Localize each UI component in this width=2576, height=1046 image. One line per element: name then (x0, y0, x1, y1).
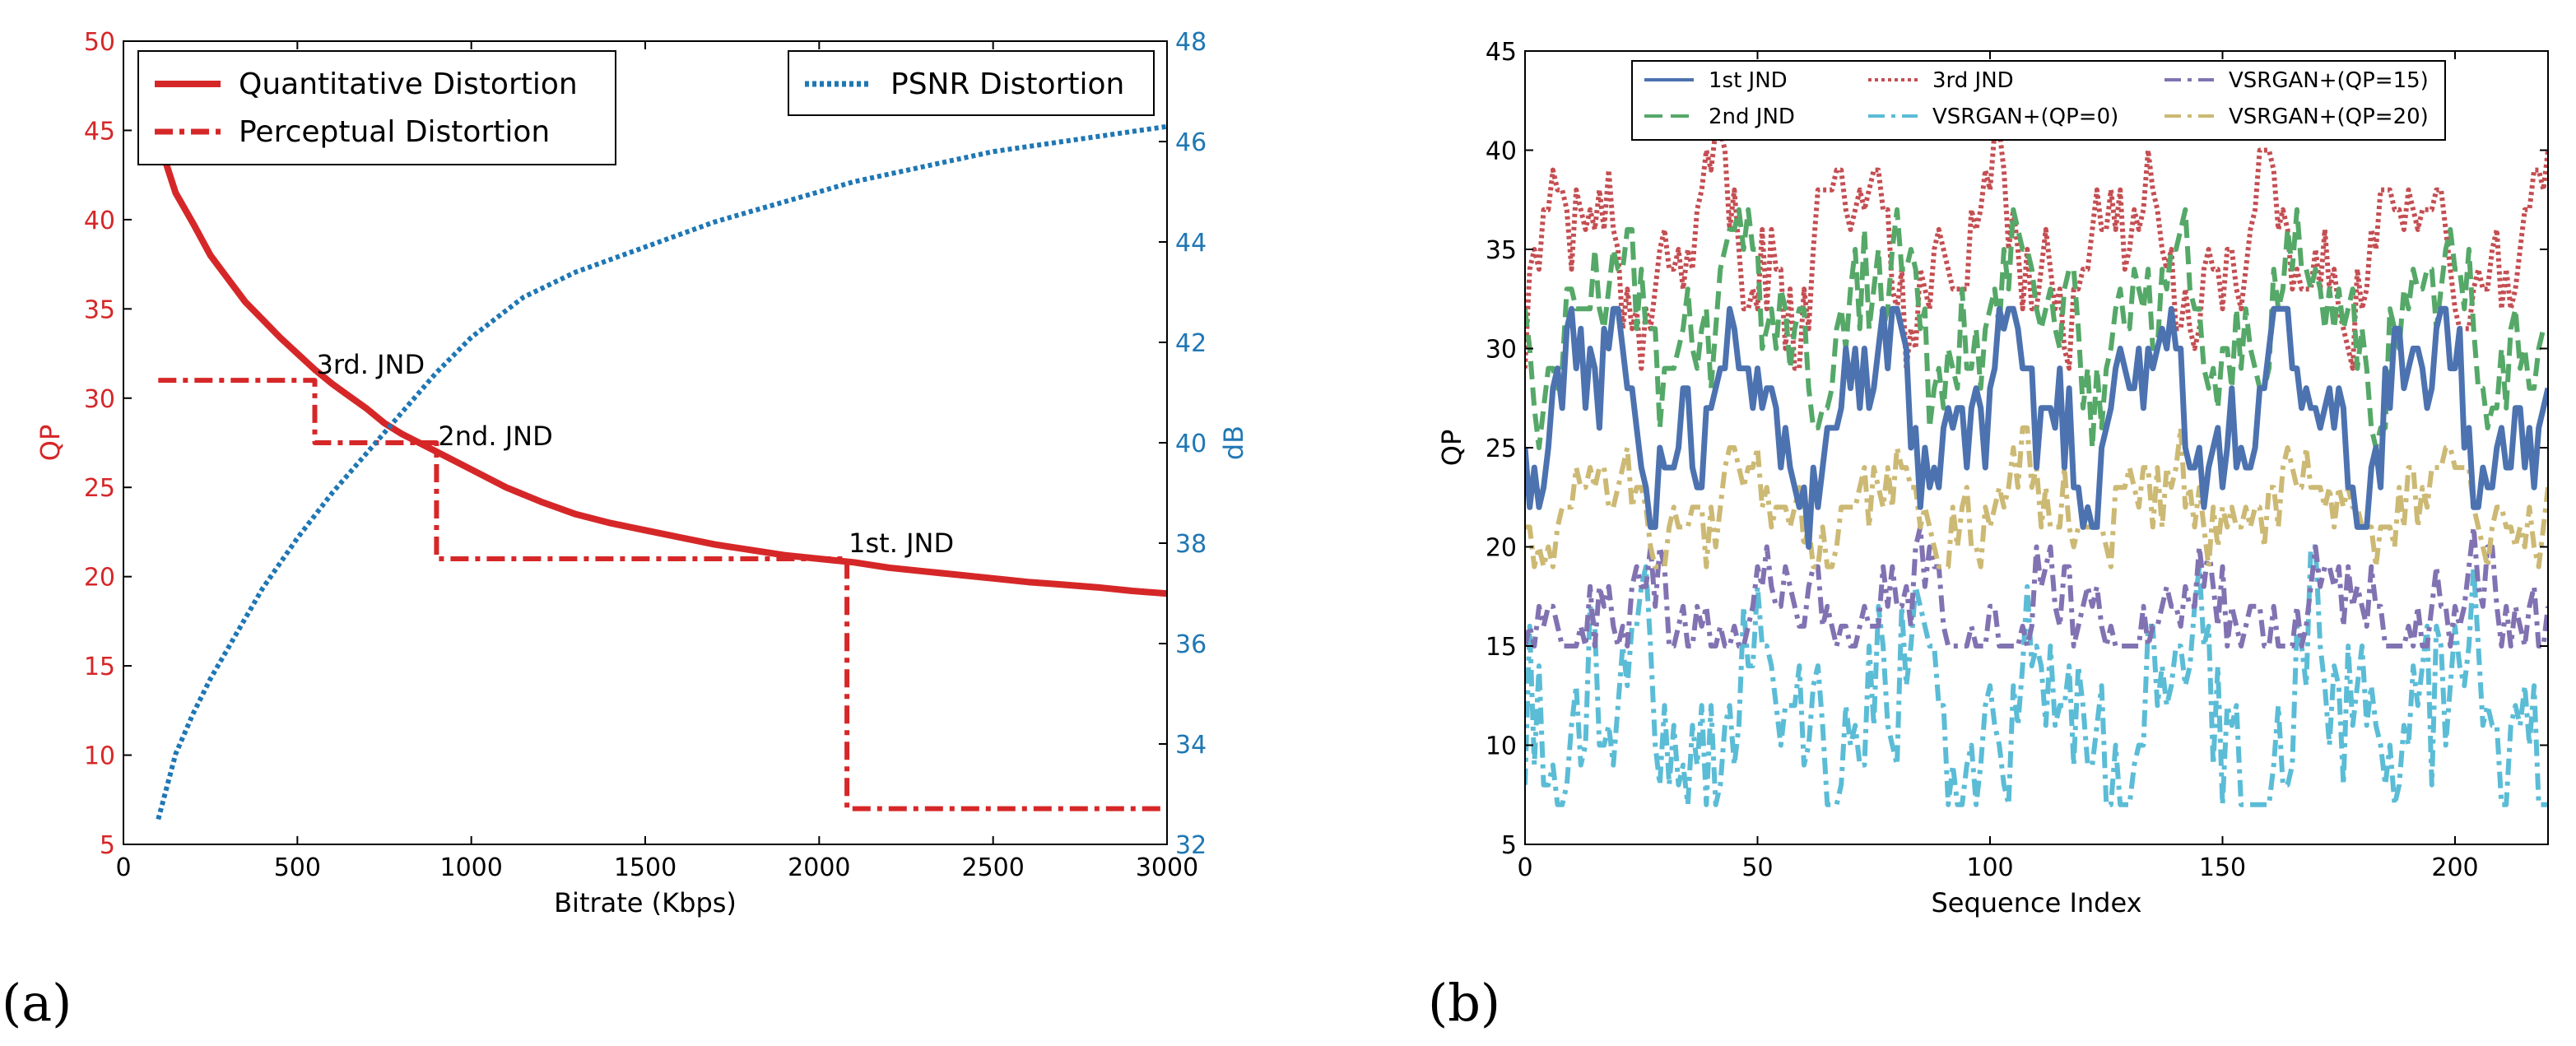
chart-b-ytick-label: 15 (1486, 633, 1517, 662)
chart-a-xtick-label: 1000 (439, 853, 502, 882)
chart-a-ytick-label: 45 (84, 117, 115, 146)
chart-b-xtick-label: 200 (2431, 853, 2478, 882)
chart-a-legend-label: Quantitative Distortion (239, 67, 578, 101)
chart-a-ylabel: QP (35, 425, 66, 461)
chart-b-ytick-label: 30 (1486, 336, 1517, 365)
chart-a-ytick-label: 35 (84, 295, 115, 324)
chart-a-ytick-label: 30 (84, 385, 115, 414)
chart-a: 3rd. JND 2nd. JND 1st. JND 0 500 1000 1500 200… (35, 28, 1249, 918)
chart-b-ytick-label: 40 (1486, 137, 1517, 166)
chart-b-legend: 1st JND 3rd JND VSRGAN+(QP=15) 2nd JND VSRGA… (1631, 60, 2446, 141)
chart-b-ytick-label: 35 (1486, 236, 1517, 265)
chart-a-y2tick-label: 42 (1175, 329, 1207, 358)
chart-b-legend-label: VSRGAN+(QP=0) (1932, 105, 2118, 129)
chart-a-annotation-1: 3rd. JND (316, 349, 425, 380)
chart-b-legend-label: 3rd JND (1932, 68, 2014, 93)
chart-b-legend-label: 1st JND (1709, 68, 1788, 93)
chart-a-xtick-label: 500 (274, 853, 321, 882)
chart-a-annotation-3: 1st. JND (849, 528, 954, 559)
chart-b-ytick-label: 10 (1486, 732, 1517, 761)
panel-label-b: (b) (1428, 973, 1500, 1033)
chart-a-series-3 (156, 123, 1168, 821)
chart-a-series-1 (155, 138, 1168, 597)
chart-a-xlabel: Bitrate (Kbps) (554, 887, 737, 918)
chart-b-xlabel: Sequence Index (1931, 887, 2141, 918)
chart-a-y2tick-label: 46 (1175, 128, 1207, 157)
chart-a-series-2 (158, 378, 1167, 811)
chart-b-legend-label: VSRGAN+(QP=15) (2229, 68, 2429, 93)
chart-a-legend-left: Quantitative Distortion Perceptual Distor… (137, 50, 616, 165)
chart-b-ytick-label: 45 (1486, 38, 1517, 67)
chart-a-y2tick-label: 36 (1175, 630, 1207, 659)
chart-a-y2tick-label: 34 (1175, 731, 1207, 760)
chart-b-xtick-label: 0 (1517, 853, 1532, 882)
chart-a-ytick-label: 40 (84, 207, 115, 235)
chart-b-xtick-label: 150 (2199, 853, 2246, 882)
chart-a-annotation-2: 2nd. JND (438, 421, 552, 452)
chart-b-ytick-label: 20 (1486, 534, 1517, 563)
chart-a-ytick-label: 25 (84, 474, 115, 503)
chart-b-legend-label: 2nd JND (1709, 105, 1795, 129)
chart-a-y2tick-label: 32 (1175, 831, 1207, 860)
chart-a-y2tick-label: 48 (1175, 28, 1207, 57)
chart-a-legend-left-box (137, 50, 616, 165)
chart-b-ylabel: QP (1436, 430, 1467, 466)
chart-a-xtick-label: 1500 (614, 853, 677, 882)
chart-b-ytick-label: 25 (1486, 435, 1517, 463)
chart-a-ytick-label: 15 (84, 653, 115, 681)
chart-b-xtick-label: 100 (1966, 853, 2013, 882)
chart-a-ytick-label: 10 (84, 742, 115, 771)
panel-label-a: (a) (2, 973, 72, 1033)
chart-b-series-2 (1525, 207, 2548, 450)
chart-b: 0 50 100 150 200 5 10 15 20 25 30 35 40 45 Sequence I… (1436, 38, 2549, 918)
chart-a-legend-label: Perceptual Distortion (239, 115, 550, 149)
chart-a-xtick-label: 0 (115, 853, 131, 882)
chart-b-legend-box (1631, 60, 2446, 141)
chart-a-y2tick-label: 44 (1175, 229, 1207, 258)
chart-b-series-5 (1525, 524, 2548, 649)
chart-a-ytick-label: 20 (84, 564, 115, 593)
chart-a-ytick-label: 50 (84, 28, 115, 57)
chart-a-y2tick-label: 38 (1175, 530, 1207, 559)
chart-a-xtick-label: 2500 (961, 853, 1024, 882)
chart-a-legend-label: PSNR Distortion (890, 67, 1124, 101)
chart-a-xtick-label: 3000 (1136, 853, 1198, 882)
chart-a-xtick-label: 2000 (788, 853, 850, 882)
chart-a-y2tick-label: 40 (1175, 430, 1207, 458)
chart-b-legend-label: VSRGAN+(QP=20) (2229, 105, 2429, 129)
chart-a-ytick-label: 5 (100, 831, 115, 860)
chart-b-series-1 (1525, 305, 2548, 550)
chart-a-legend-right: PSNR Distortion (788, 50, 1155, 116)
chart-a-y2label: dB (1218, 425, 1249, 460)
chart-b-series-4 (1525, 544, 2548, 807)
chart-b-ytick-label: 5 (1501, 831, 1517, 860)
chart-b-xtick-label: 50 (1741, 853, 1773, 882)
